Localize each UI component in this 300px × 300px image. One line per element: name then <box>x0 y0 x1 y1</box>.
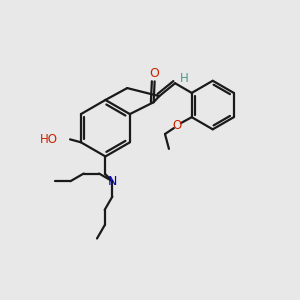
Text: H: H <box>180 72 188 85</box>
Text: N: N <box>108 175 117 188</box>
Text: HO: HO <box>40 133 58 146</box>
Text: O: O <box>150 67 160 80</box>
Text: O: O <box>172 118 182 132</box>
